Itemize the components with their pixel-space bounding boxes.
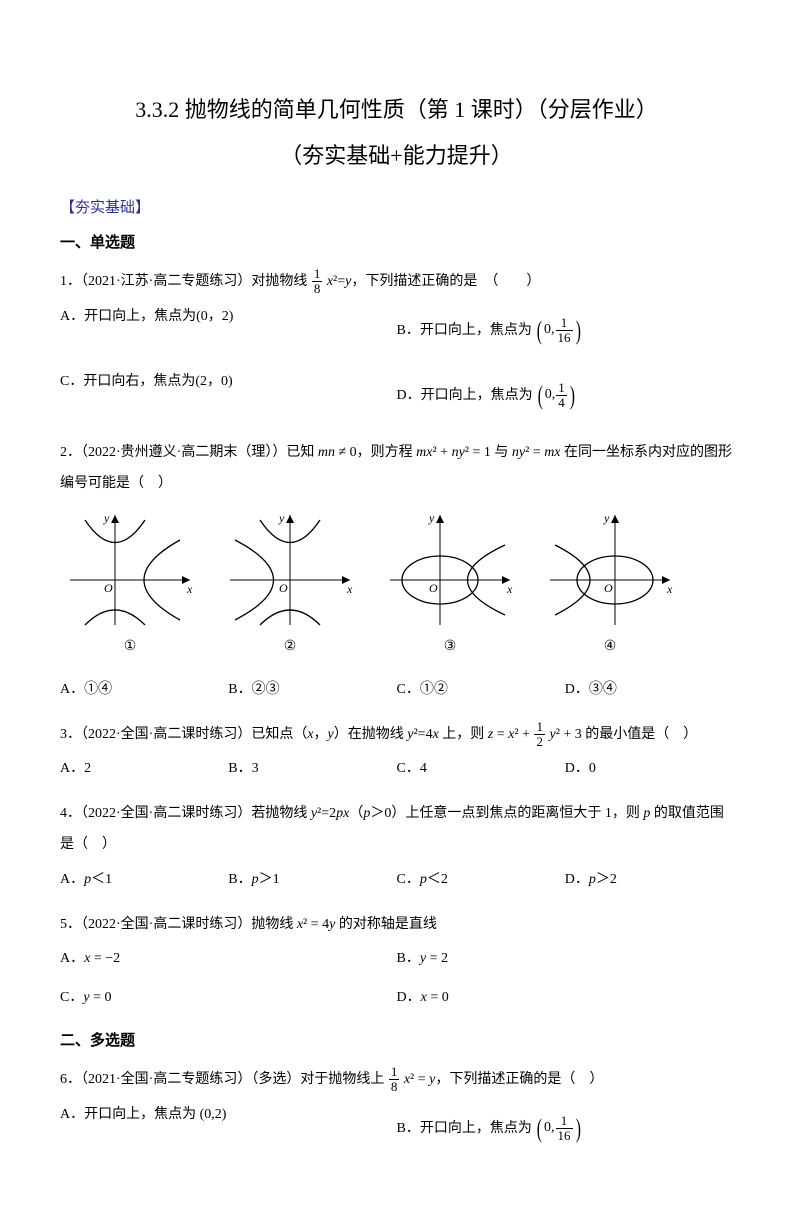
q5-opt-b: B．y = 2 [397,944,734,975]
svg-text:O: O [429,581,438,595]
svg-text:O: O [104,581,113,595]
section-foundation-header: 【夯实基础】 [60,195,733,222]
svg-text:y: y [278,511,285,525]
figure-1: x y O [60,510,200,630]
question-3: 3．（2022·全国·高二课时练习）已知点（x，y）在抛物线 y²=4x 上，则… [60,720,733,790]
q2-opt-c: C．①② [397,675,565,706]
q6-stem-b: x² = y，下列描述正确的是（ ） [404,1072,604,1087]
question-6: 6．（2021·全国·高二专题练习）（多选）对于抛物线上 18 x² = y，下… [60,1065,733,1161]
svg-text:y: y [428,511,435,525]
q4-stem: 4．（2022·全国·高二课时练习）若抛物线 y²=2px（p＞0）上任意一点到… [60,799,733,861]
q1-opt-d: D．开口向上，焦点为 0,14 [397,367,734,424]
q1-opt-b: B．开口向上，焦点为 0,116 [397,302,734,359]
q6-fraction: 18 [389,1065,400,1095]
q1-opt-c: C．开口向右，焦点为(2，0) [60,367,397,424]
svg-text:O: O [279,581,288,595]
q4-opt-d: D．p＞2 [565,865,733,896]
q4-opt-a: A．p＜1 [60,865,228,896]
header-multi-choice: 二、多选题 [60,1028,733,1055]
page-subtitle: （夯实基础+能力提升） [60,136,733,176]
fig-label-3: ③ [380,632,520,663]
fig-label-1: ① [60,632,200,663]
q3-fraction: 12 [534,720,545,750]
q2-figure-numbers: ① ② ③ ④ [60,632,733,663]
q2-opt-d: D．③④ [565,675,733,706]
q6-stem-a: 6．（2021·全国·高二专题练习）（多选）对于抛物线上 [60,1072,384,1087]
figure-3: x y O [380,510,520,630]
q5-opt-a: A．x = −2 [60,944,397,975]
header-single-choice: 一、单选题 [60,230,733,257]
svg-text:x: x [186,582,193,596]
svg-text:y: y [103,511,110,525]
q5-stem: 5．（2022·全国·高二课时练习）抛物线 x² = 4y 的对称轴是直线 [60,910,733,941]
q1-opt-a: A．开口向上，焦点为(0，2) [60,302,397,359]
q4-opt-c: C．p＜2 [397,865,565,896]
question-4: 4．（2022·全国·高二课时练习）若抛物线 y²=2px（p＞0）上任意一点到… [60,799,733,899]
svg-text:x: x [666,582,673,596]
q2-figures: x y O x y O x y [60,510,733,630]
q3-stem-a: 3．（2022·全国·高二课时练习）已知点（x，y）在抛物线 y²=4x 上，则… [60,727,533,742]
figure-2: x y O [220,510,360,630]
q3-stem-b: y² + 3 的最小值是（ ） [549,727,697,742]
q2-stem: 2．（2022·贵州遵义·高二期末（理））已知 mn ≠ 0，则方程 mx² +… [60,438,733,500]
svg-text:y: y [603,511,610,525]
question-1: 1．（2021·江苏·高二专题练习）对抛物线 18 x²=y，下列描述正确的是 … [60,267,733,428]
q1-fraction: 18 [312,267,323,297]
svg-text:O: O [604,581,613,595]
q3-opt-a: A．2 [60,754,228,785]
fig-label-2: ② [220,632,360,663]
q5-opt-c: C．y = 0 [60,983,397,1014]
q1-stem-a: 1．（2021·江苏·高二专题练习）对抛物线 [60,274,307,289]
svg-text:x: x [506,582,513,596]
figure-4: x y O [540,510,680,630]
q2-opt-b: B．②③ [228,675,396,706]
q3-opt-b: B．3 [228,754,396,785]
q5-opt-d: D．x = 0 [397,983,734,1014]
q4-opt-b: B．p＞1 [228,865,396,896]
question-2: 2．（2022·贵州遵义·高二期末（理））已知 mn ≠ 0，则方程 mx² +… [60,438,733,709]
fig-label-4: ④ [540,632,680,663]
q6-opt-b: B．开口向上，焦点为 0,116 [397,1100,734,1157]
q2-opt-a: A．①④ [60,675,228,706]
q6-opt-a: A．开口向上，焦点为 (0,2) [60,1100,397,1157]
q1-stem-b: x²=y，下列描述正确的是 （ ） [327,274,541,289]
q3-opt-d: D．0 [565,754,733,785]
question-5: 5．（2022·全国·高二课时练习）抛物线 x² = 4y 的对称轴是直线 A．… [60,910,733,1018]
q3-opt-c: C．4 [397,754,565,785]
svg-text:x: x [346,582,353,596]
page-title: 3.3.2 抛物线的简单几何性质（第 1 课时）（分层作业） [60,90,733,130]
